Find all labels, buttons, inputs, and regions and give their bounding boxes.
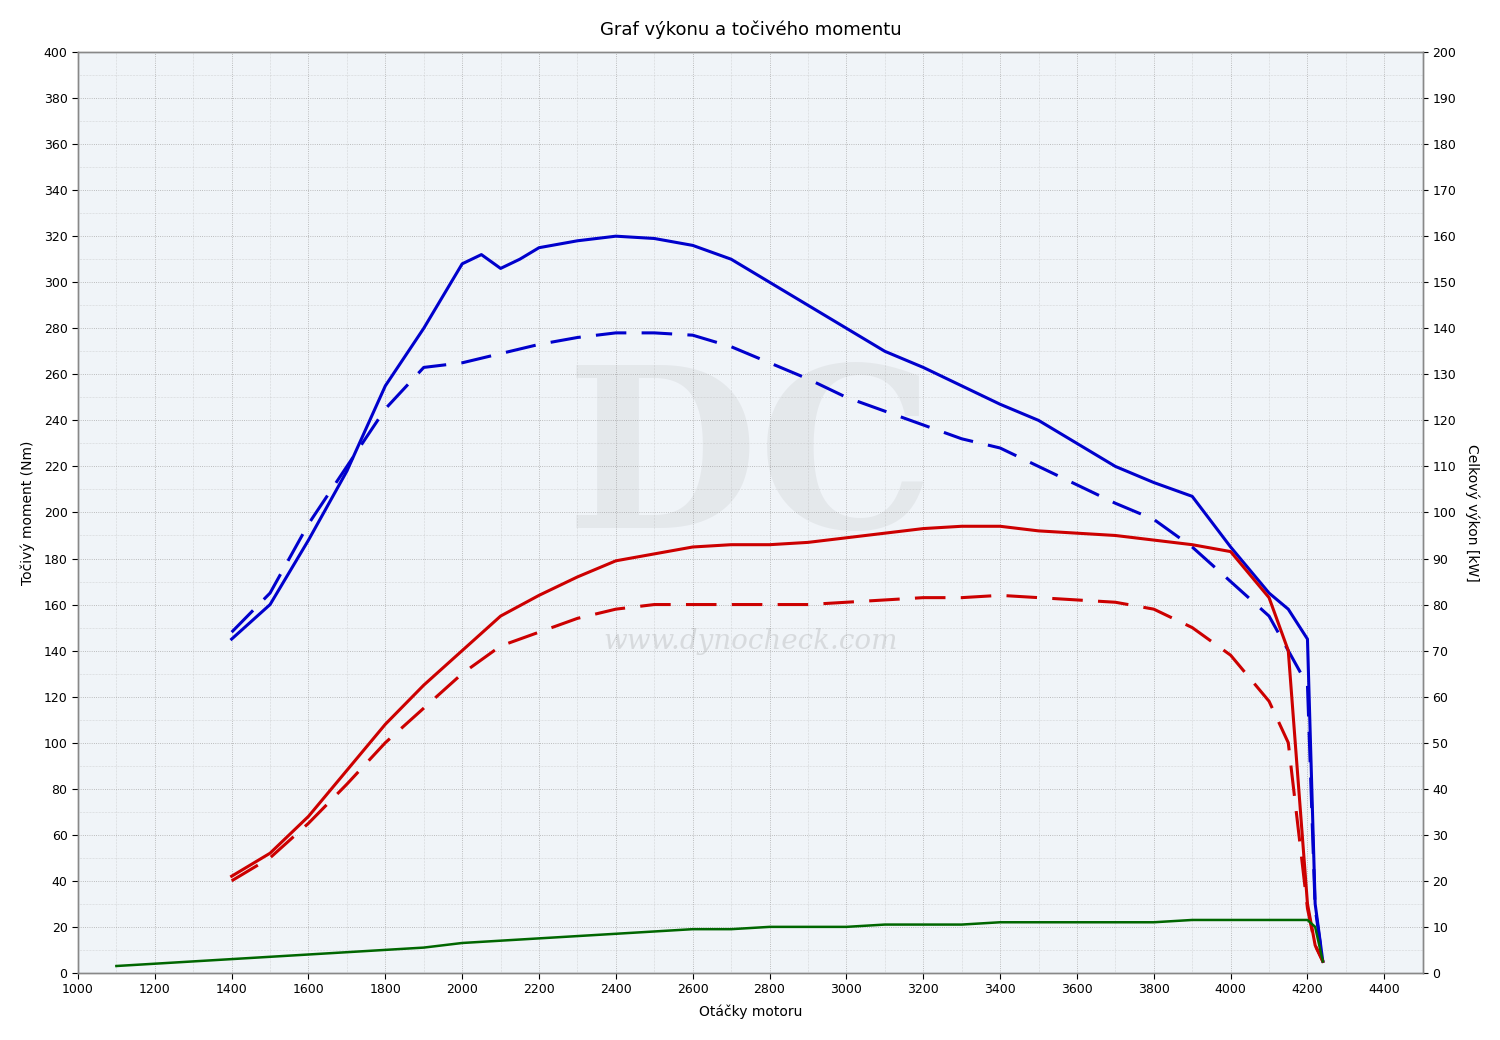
Y-axis label: Točivý moment (Nm): Točivý moment (Nm) bbox=[21, 440, 36, 584]
X-axis label: Otáčky motoru: Otáčky motoru bbox=[699, 1005, 802, 1019]
Text: www.dynocheck.com: www.dynocheck.com bbox=[603, 628, 897, 655]
Y-axis label: Celkový výkon [kW]: Celkový výkon [kW] bbox=[1464, 444, 1479, 581]
Text: DC: DC bbox=[566, 359, 934, 574]
Title: Graf výkonu a točivého momentu: Graf výkonu a točivého momentu bbox=[600, 21, 902, 40]
